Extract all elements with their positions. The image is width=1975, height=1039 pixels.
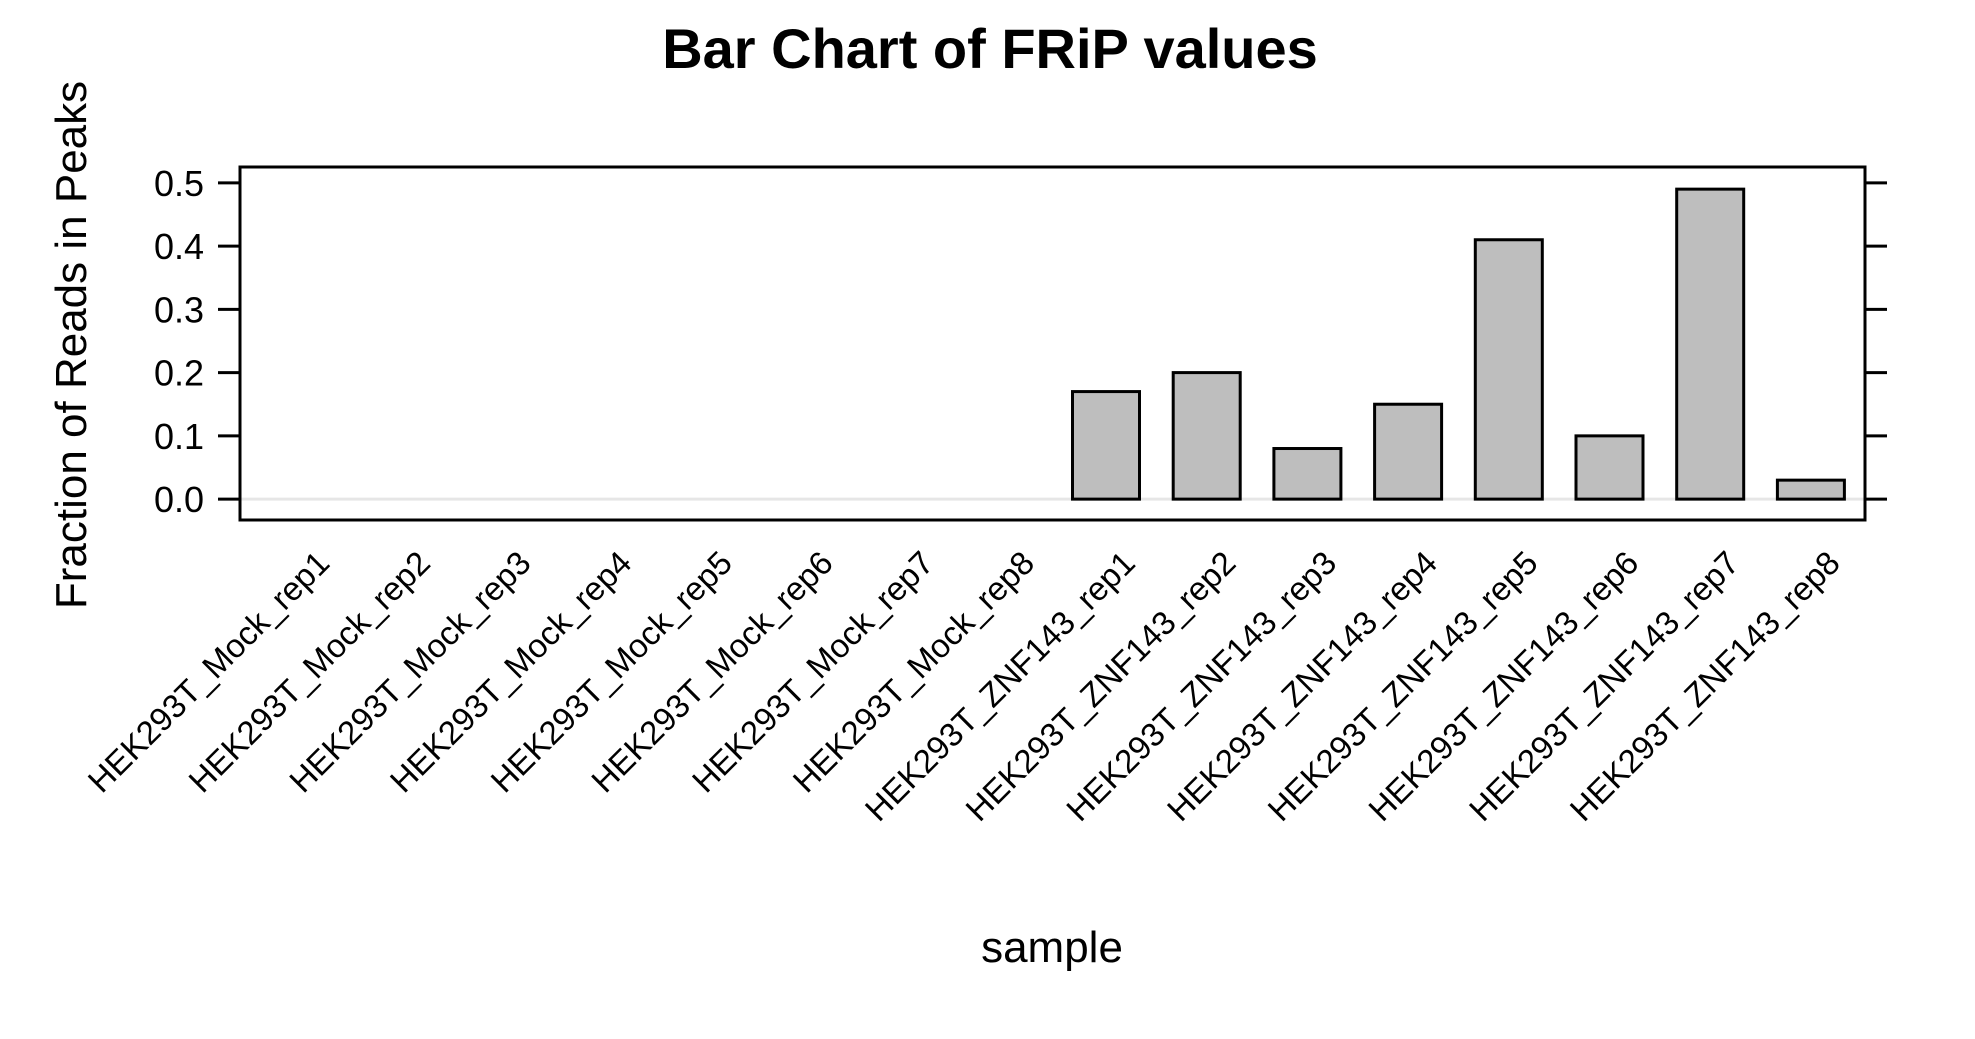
bars-layer <box>1071 187 1846 501</box>
x-tick-labels: HEK293T_Mock_rep1HEK293T_Mock_rep2HEK293… <box>81 544 1847 828</box>
y-tick-label: 0.5 <box>154 163 204 204</box>
chart-title: Bar Chart of FRiP values <box>662 17 1318 80</box>
x-axis-title: sample <box>981 923 1123 972</box>
bar-HEK293T_ZNF143_rep1 <box>1071 390 1141 501</box>
bar-HEK293T_ZNF143_rep4 <box>1373 402 1444 501</box>
plot-frame <box>238 165 1867 522</box>
y-tick-label: 0.0 <box>154 479 204 520</box>
y-axis-title: Fraction of Reads in Peaks <box>47 81 96 609</box>
y-tick-label: 0.2 <box>154 353 204 394</box>
ticks-layer: 0.0 0.1 0.2 0.3 0.4 0.5 <box>154 163 1887 520</box>
bar-HEK293T_ZNF143_rep8 <box>1775 478 1846 501</box>
y-tick-label: 0.1 <box>154 416 204 457</box>
bar-HEK293T_ZNF143_rep5 <box>1473 238 1544 501</box>
bar-HEK293T_ZNF143_rep2 <box>1171 371 1242 501</box>
y-tick-label: 0.3 <box>154 289 204 330</box>
bar-HEK293T_ZNF143_rep3 <box>1272 447 1343 501</box>
y-tick-label: 0.4 <box>154 226 204 267</box>
bar-HEK293T_ZNF143_rep7 <box>1675 187 1746 501</box>
bar-HEK293T_ZNF143_rep6 <box>1574 434 1645 501</box>
